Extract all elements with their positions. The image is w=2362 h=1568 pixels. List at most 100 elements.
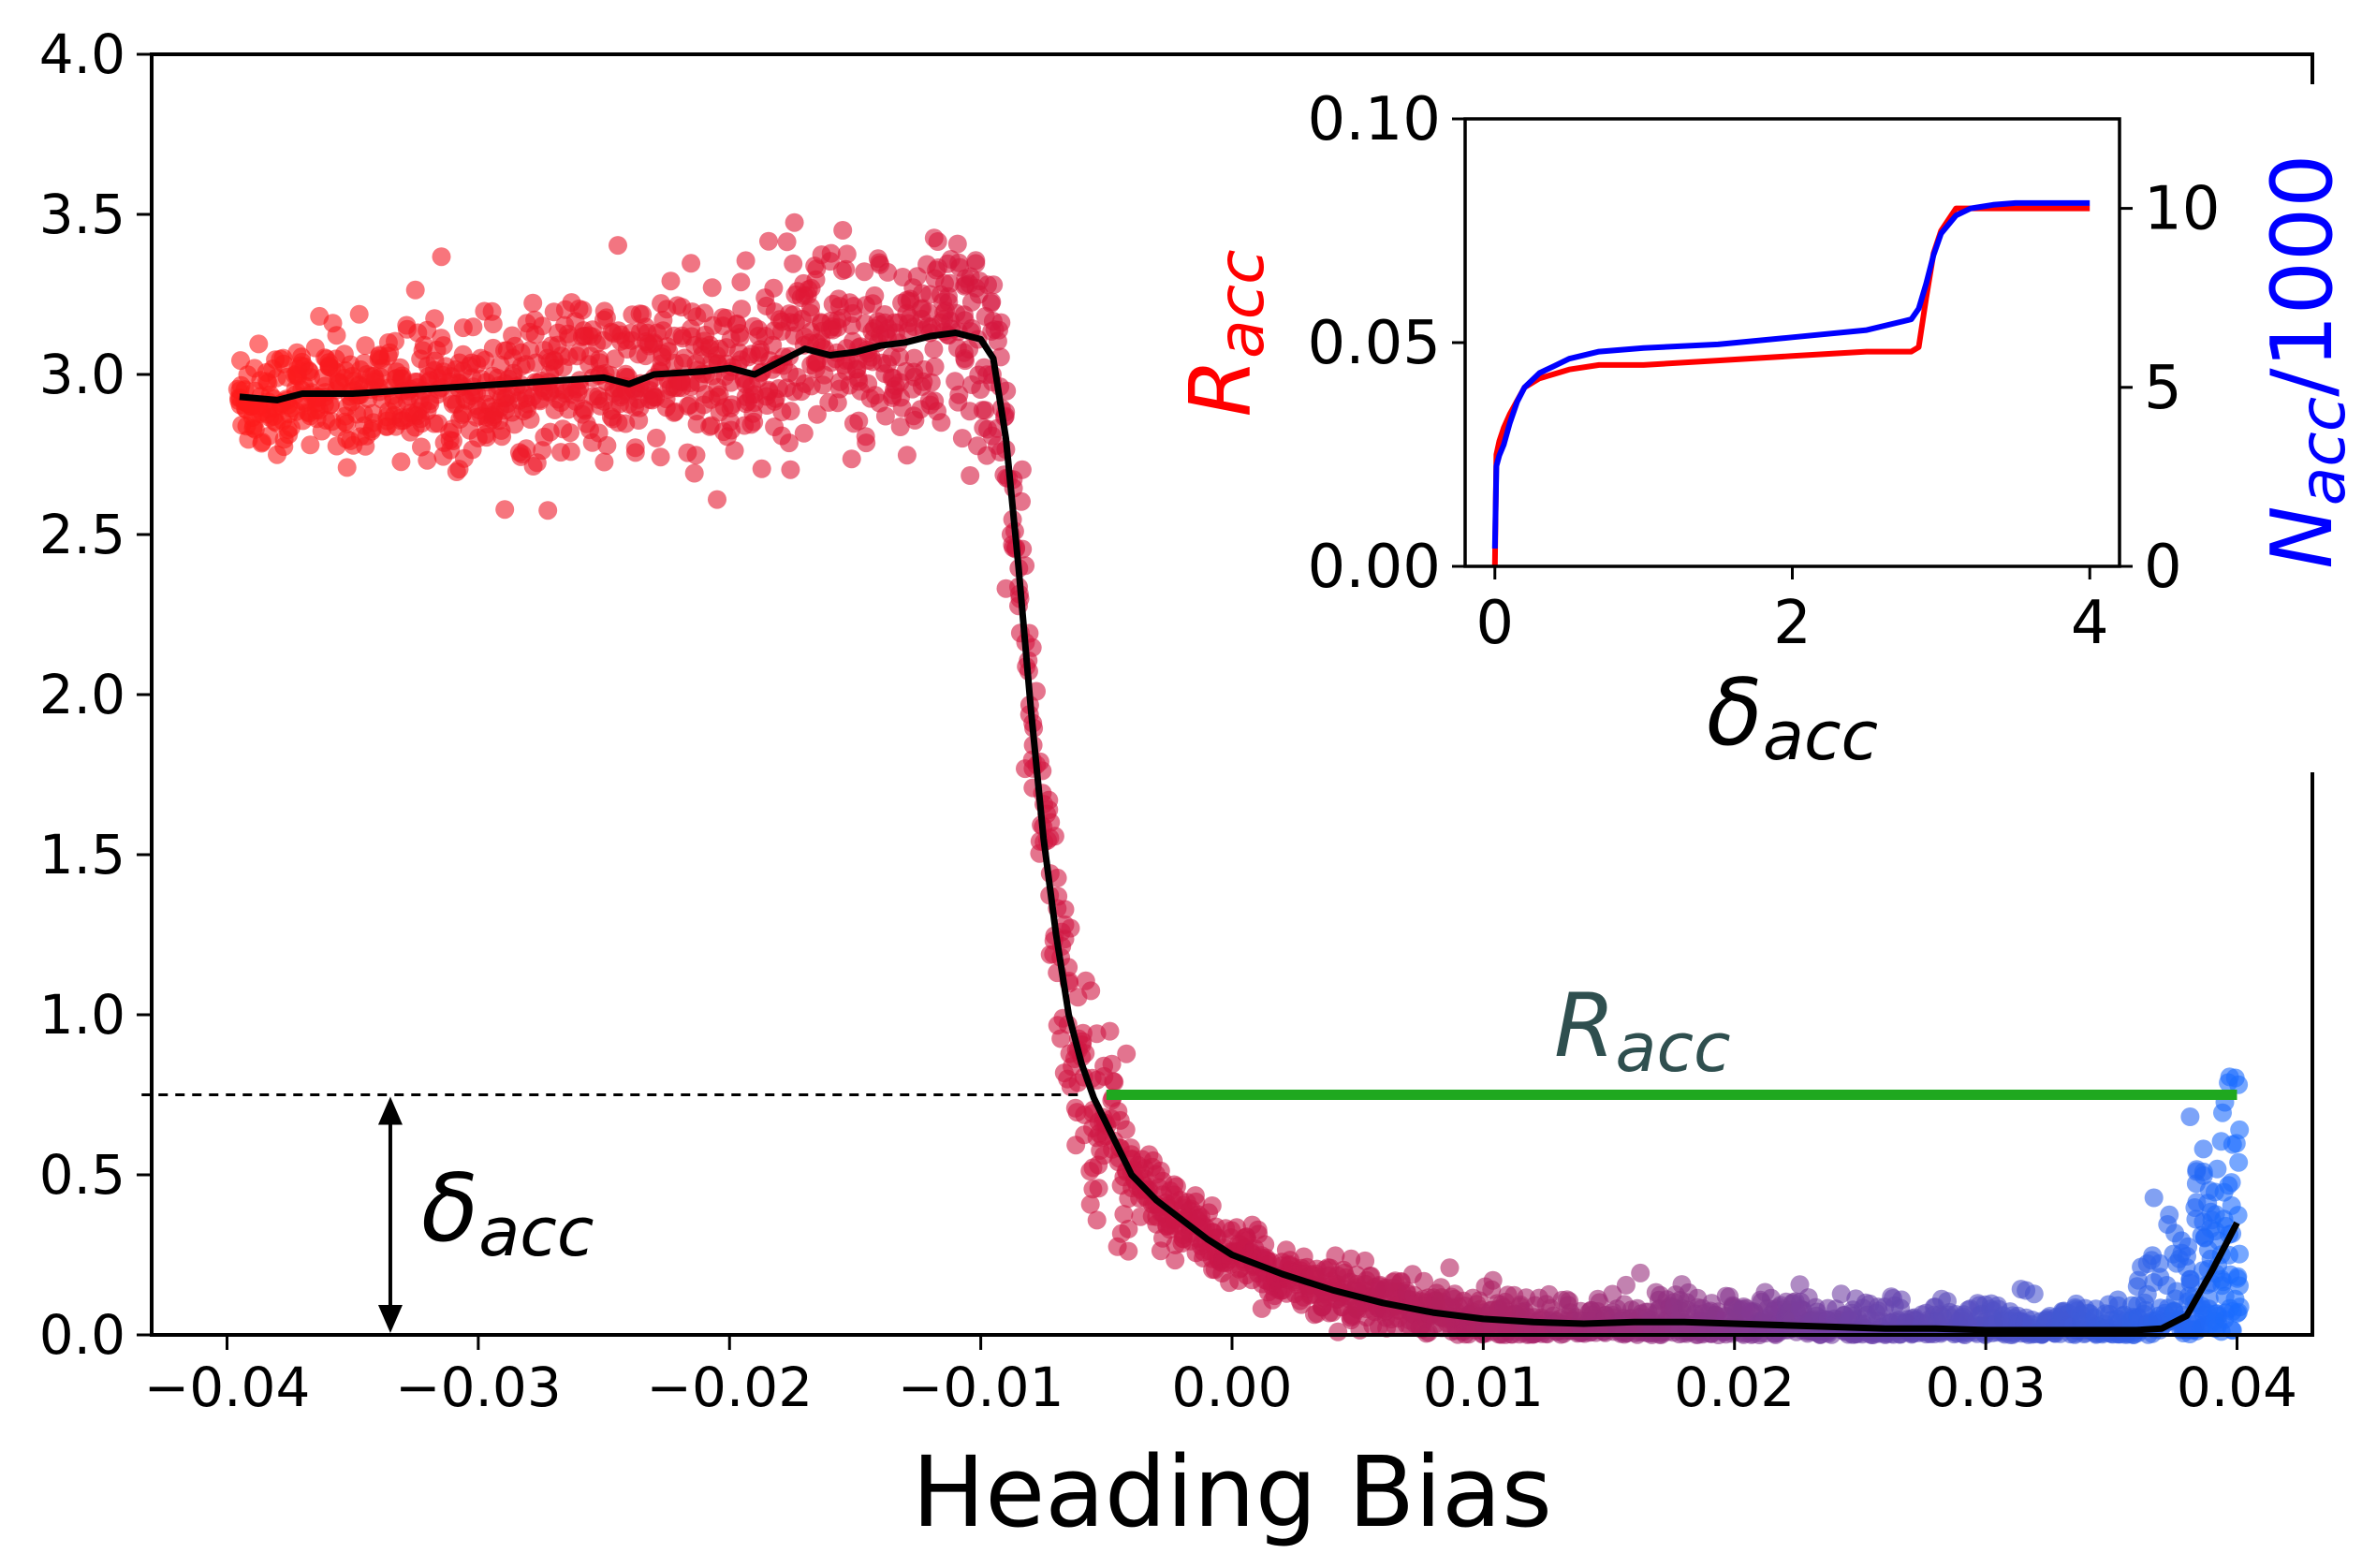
scatter-point: [1342, 1249, 1361, 1268]
main-axis-ticks: −0.04 −0.03 −0.02 −0.01 0.00 0.01 0.02 0.03 0.04…: [39, 22, 2297, 1419]
x-tick-label: −0.03: [395, 1356, 562, 1419]
main-x-axis-label: Heading Bias: [912, 1435, 1552, 1549]
scatter-point: [2024, 1284, 2044, 1304]
scatter-point: [1087, 1210, 1107, 1230]
scatter-point: [2135, 1293, 2154, 1312]
scatter-point: [1012, 491, 1031, 511]
scatter-point: [721, 398, 741, 418]
scatter-point: [741, 415, 761, 434]
scatter-point: [432, 247, 451, 267]
y-tick-label: 1.5: [39, 823, 125, 887]
scatter-point: [855, 262, 874, 282]
inset-left-axis-label: Racc: [1172, 250, 1279, 418]
scatter-point: [949, 253, 969, 272]
scatter-point: [947, 234, 967, 254]
x-tick-label: −0.02: [646, 1356, 813, 1419]
scatter-point: [1119, 1219, 1138, 1238]
scatter-point: [271, 349, 290, 369]
scatter-point: [492, 427, 512, 447]
scatter-point: [594, 452, 614, 472]
inset-y2-tick-label: 5: [2144, 354, 2182, 423]
x-tick-label: −0.04: [144, 1356, 311, 1419]
scatter-point: [2193, 1139, 2213, 1159]
scatter-point: [708, 490, 726, 509]
scatter-point: [2228, 1267, 2248, 1286]
inset-x-axis-label-sub: acc: [1763, 696, 1878, 775]
scatter-point: [730, 328, 750, 347]
inset-x-tick-label: 0: [1475, 589, 1514, 658]
scatter-point: [327, 326, 346, 345]
scatter-point: [2199, 1289, 2219, 1309]
x-tick-label: 0.00: [1171, 1356, 1292, 1419]
scatter-point: [301, 435, 320, 455]
scatter-point: [833, 221, 853, 240]
scatter-point: [1616, 1275, 1636, 1295]
scatter-point: [647, 428, 666, 447]
scatter-point: [731, 272, 751, 292]
inset-series-lines: [1491, 199, 2091, 567]
scatter-point: [1119, 1241, 1138, 1261]
inset-right-axis-label-main: N: [2253, 506, 2352, 568]
scatter-point: [1248, 1220, 1268, 1239]
scatter-point: [538, 501, 558, 520]
scatter-point: [1415, 1271, 1433, 1291]
scatter-point: [952, 429, 972, 448]
scatter-point: [1055, 900, 1075, 919]
scatter-point: [433, 336, 453, 356]
y-tick-label: 3.5: [39, 183, 125, 246]
scatter-point: [932, 413, 951, 432]
inset-right-axis-label-suffix: /1000: [2253, 154, 2352, 396]
scatter-point: [781, 460, 800, 479]
scatter-point: [918, 302, 938, 322]
y-tick-label: 1.0: [39, 983, 125, 1047]
scatter-point: [925, 391, 945, 411]
inset-y-tick-label: 0.05: [1308, 309, 1442, 378]
scatter-point: [777, 232, 797, 252]
scatter-point: [629, 411, 649, 430]
scatter-point: [781, 402, 800, 421]
scatter-point: [736, 251, 756, 271]
scatter-point: [807, 404, 827, 424]
scatter-point: [249, 334, 269, 354]
x-tick-label: 0.03: [1926, 1356, 2047, 1419]
scatter-point: [1045, 827, 1064, 846]
scatter-point: [440, 431, 460, 450]
scatter-point: [517, 439, 536, 459]
scatter-point: [2208, 1159, 2227, 1179]
scatter-point: [897, 446, 917, 465]
scatter-point: [386, 331, 404, 351]
delta-acc-annotation-main: δ: [421, 1153, 478, 1263]
scatter-point: [732, 300, 752, 319]
scatter-point: [2219, 1176, 2238, 1195]
scatter-point: [836, 259, 856, 279]
x-tick-label: 0.04: [2177, 1356, 2297, 1419]
scatter-point: [949, 385, 969, 404]
scatter-point: [1151, 1161, 1170, 1180]
scatter-point: [821, 243, 841, 263]
scatter-point: [1073, 1023, 1093, 1043]
scatter-point: [391, 452, 411, 472]
y-tick-label: 4.0: [39, 22, 125, 86]
scatter-point: [684, 463, 704, 483]
inset-left-axis-label-sub: acc: [1205, 250, 1279, 359]
main-annotation-lines: [141, 1090, 2237, 1333]
scatter-point: [976, 401, 995, 420]
y-tick-label: 2.0: [39, 663, 125, 726]
main-mean-curve: [239, 330, 2240, 1334]
scatter-point: [1121, 1138, 1140, 1158]
scatter-point: [231, 351, 250, 371]
scatter-point: [1114, 1205, 1134, 1224]
y-tick-label: 0.5: [39, 1143, 125, 1207]
scatter-point: [984, 275, 1004, 295]
scatter-point: [1116, 1120, 1136, 1139]
scatter-point: [1089, 1179, 1108, 1198]
scatter-point: [991, 313, 1011, 332]
scatter-point: [725, 441, 744, 461]
scatter-point: [784, 254, 803, 273]
scatter-point: [2149, 1253, 2169, 1273]
inset-background: [1269, 84, 2326, 772]
inset-series-line: [1491, 205, 2091, 567]
scatter-point: [857, 433, 876, 453]
x-tick-label: −0.01: [898, 1356, 1064, 1419]
